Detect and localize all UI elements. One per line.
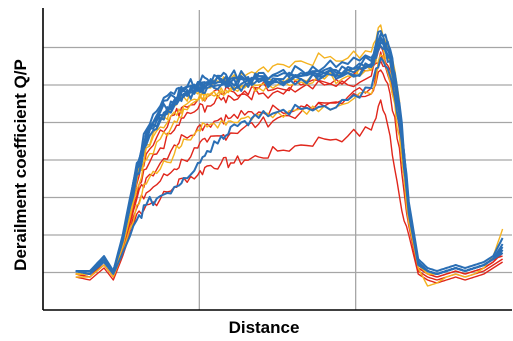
series-line-blue-16 — [75, 45, 504, 275]
axes — [42, 8, 512, 311]
y-axis-label: Derailment coefficient Q/P — [11, 59, 30, 271]
series-line-blue-15 — [75, 30, 504, 272]
series-line-orange-8 — [75, 24, 503, 275]
grid-lines — [43, 10, 512, 310]
series-lines — [75, 24, 504, 287]
series-line-red-1 — [75, 99, 503, 284]
series-line-red-4 — [75, 51, 504, 278]
x-axis-label: Distance — [229, 318, 300, 337]
